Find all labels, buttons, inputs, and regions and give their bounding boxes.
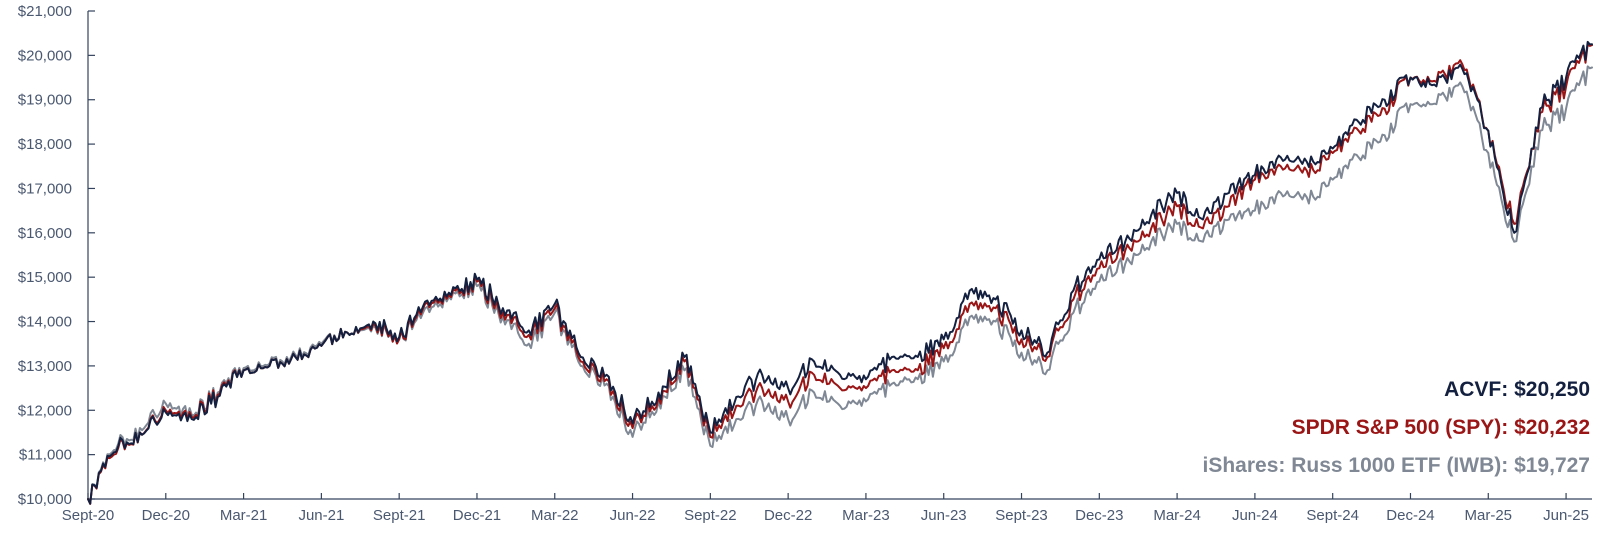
x-tick-label: Mar-23 [842, 507, 890, 524]
y-tick-label: $18,000 [18, 136, 72, 153]
x-tick-label: Jun-22 [610, 507, 656, 524]
x-tick-label: Dec-21 [453, 507, 501, 524]
y-tick-label: $15,000 [18, 269, 72, 286]
y-tick-label: $17,000 [18, 180, 72, 197]
x-tick-label: Jun-25 [1543, 507, 1589, 524]
x-tick-label: Sept-23 [995, 507, 1048, 524]
x-tick-label: Mar-22 [531, 507, 579, 524]
y-tick-label: $12,000 [18, 402, 72, 419]
y-tick-label: $13,000 [18, 358, 72, 375]
x-tick-label: Jun-23 [921, 507, 967, 524]
x-tick-label: Dec-22 [764, 507, 812, 524]
x-tick-label: Jun-21 [298, 507, 344, 524]
legend-item-acvf: ACVF: $20,250 [1444, 378, 1590, 401]
x-tick-label: Sept-24 [1306, 507, 1359, 524]
y-tick-label: $14,000 [18, 314, 72, 331]
x-tick-label: Dec-23 [1075, 507, 1123, 524]
y-tick-label: $16,000 [18, 225, 72, 242]
legend: ACVF: $20,250 SPDR S&P 500 (SPY): $20,23… [1203, 378, 1591, 477]
x-tick-label: Mar-24 [1153, 507, 1201, 524]
x-tick-label: Dec-24 [1386, 507, 1434, 524]
legend-item-spy: SPDR S&P 500 (SPY): $20,232 [1292, 416, 1590, 439]
x-tick-label: Sept-22 [684, 507, 737, 524]
y-tick-label: $21,000 [18, 3, 72, 20]
legend-item-iwb: iShares: Russ 1000 ETF (IWB): $19,727 [1203, 454, 1591, 477]
x-tick-label: Sept-20 [62, 507, 115, 524]
x-tick-label: Dec-20 [142, 507, 190, 524]
y-tick-label: $19,000 [18, 92, 72, 109]
y-tick-label: $10,000 [18, 491, 72, 508]
x-axis: Sept-20 Dec-20 Mar-21 Jun-21 Sept-21 Dec-21 Ma… [62, 493, 1592, 524]
x-tick-label: Jun-24 [1232, 507, 1278, 524]
x-tick-label: Sept-21 [373, 507, 426, 524]
y-tick-label: $11,000 [19, 447, 72, 464]
x-tick-label: Mar-21 [220, 507, 268, 524]
y-tick-label: $20,000 [18, 47, 72, 64]
y-axis: $10,000 $11,000 $12,000 $13,000 $14,000 $15,0… [18, 3, 95, 508]
series-layer [87, 40, 1593, 505]
x-tick-label: Mar-25 [1465, 507, 1513, 524]
series-line-acvf [87, 40, 1593, 505]
